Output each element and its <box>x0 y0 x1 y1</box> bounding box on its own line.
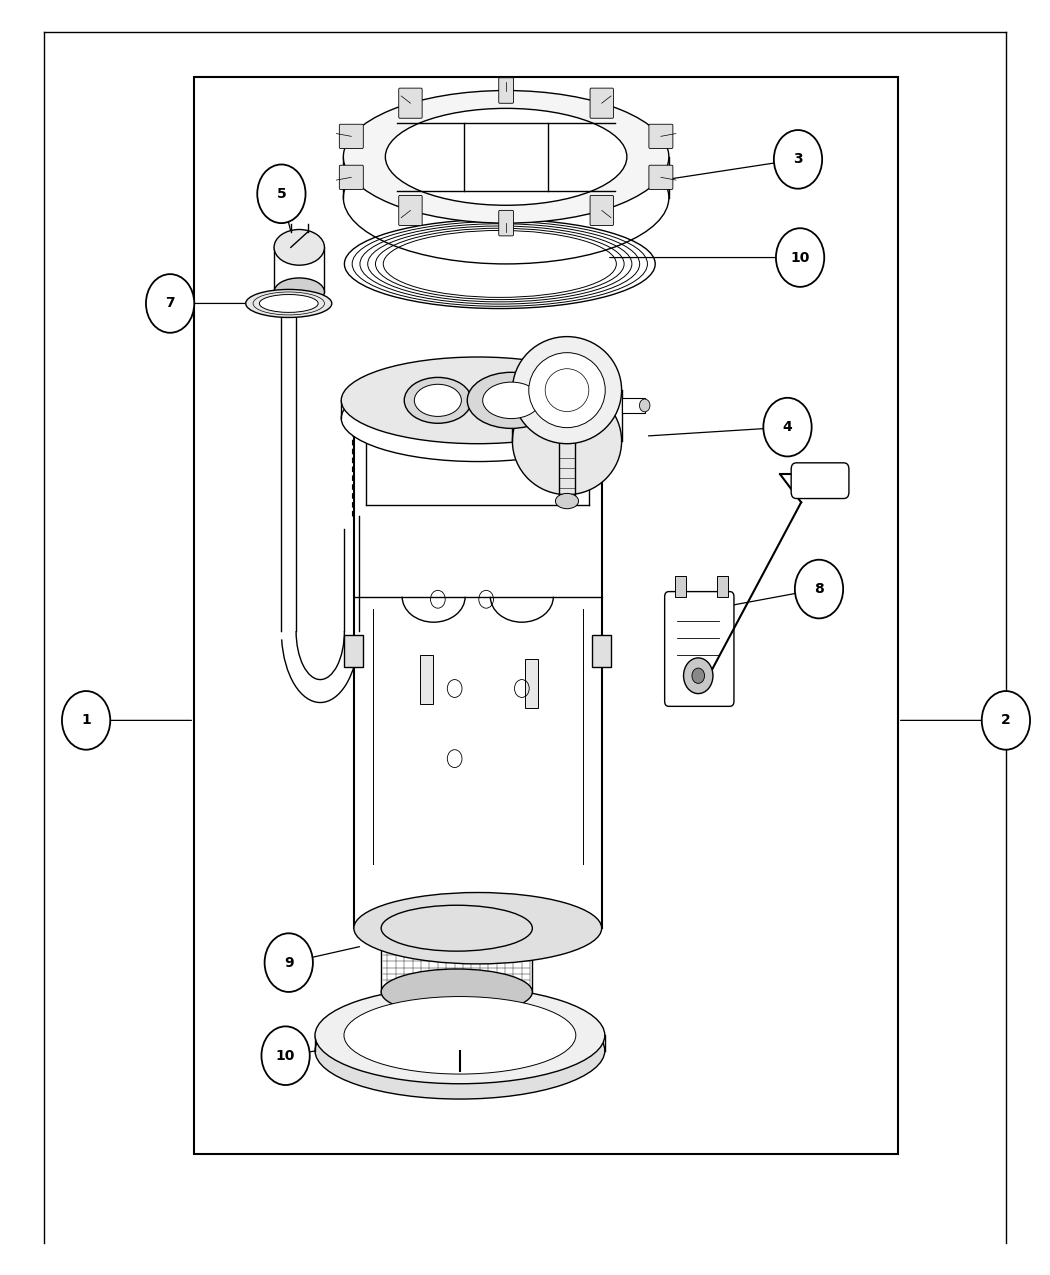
Ellipse shape <box>385 108 627 205</box>
Ellipse shape <box>246 289 332 317</box>
Circle shape <box>265 933 313 992</box>
Ellipse shape <box>259 295 318 312</box>
FancyBboxPatch shape <box>399 195 422 226</box>
Text: 10: 10 <box>276 1049 295 1062</box>
Ellipse shape <box>555 493 579 509</box>
Ellipse shape <box>315 1002 605 1099</box>
Ellipse shape <box>467 372 555 428</box>
Ellipse shape <box>381 969 532 1015</box>
FancyBboxPatch shape <box>499 210 513 236</box>
Circle shape <box>795 560 843 618</box>
Text: 1: 1 <box>81 714 91 727</box>
Circle shape <box>982 691 1030 750</box>
Ellipse shape <box>512 388 622 495</box>
Text: 10: 10 <box>791 251 810 264</box>
Text: 8: 8 <box>814 583 824 595</box>
FancyBboxPatch shape <box>590 88 613 119</box>
Ellipse shape <box>341 357 614 444</box>
Ellipse shape <box>415 384 461 417</box>
Bar <box>420 655 433 704</box>
Text: 3: 3 <box>793 153 803 166</box>
Text: 9: 9 <box>284 956 294 969</box>
FancyBboxPatch shape <box>649 124 673 148</box>
Circle shape <box>774 130 822 189</box>
Ellipse shape <box>529 353 605 427</box>
Ellipse shape <box>366 398 589 451</box>
Circle shape <box>776 228 824 287</box>
Ellipse shape <box>344 997 575 1074</box>
Text: 5: 5 <box>276 187 287 200</box>
FancyBboxPatch shape <box>499 78 513 103</box>
Ellipse shape <box>341 375 614 462</box>
FancyBboxPatch shape <box>339 124 363 148</box>
Text: 4: 4 <box>782 421 793 434</box>
Ellipse shape <box>274 230 324 265</box>
Ellipse shape <box>404 377 471 423</box>
FancyBboxPatch shape <box>665 592 734 706</box>
Ellipse shape <box>512 337 622 444</box>
Bar <box>344 635 363 667</box>
Ellipse shape <box>483 382 540 418</box>
Circle shape <box>62 691 110 750</box>
Text: 2: 2 <box>1001 714 1011 727</box>
Circle shape <box>261 1026 310 1085</box>
Bar <box>194 76 898 1154</box>
Circle shape <box>257 164 306 223</box>
Ellipse shape <box>354 892 602 964</box>
Circle shape <box>692 668 705 683</box>
Ellipse shape <box>381 905 532 951</box>
Text: 7: 7 <box>165 297 175 310</box>
FancyBboxPatch shape <box>339 166 363 190</box>
Circle shape <box>763 398 812 456</box>
Circle shape <box>146 274 194 333</box>
FancyBboxPatch shape <box>590 195 613 226</box>
FancyBboxPatch shape <box>649 166 673 190</box>
Ellipse shape <box>315 987 605 1084</box>
Bar <box>675 576 686 597</box>
Bar <box>592 635 611 667</box>
Circle shape <box>684 658 713 694</box>
Ellipse shape <box>274 278 324 306</box>
Bar <box>525 659 538 708</box>
Bar <box>717 576 728 597</box>
Bar <box>622 398 645 413</box>
Ellipse shape <box>639 399 650 412</box>
FancyBboxPatch shape <box>792 463 849 499</box>
FancyBboxPatch shape <box>399 88 422 119</box>
Ellipse shape <box>343 91 669 223</box>
